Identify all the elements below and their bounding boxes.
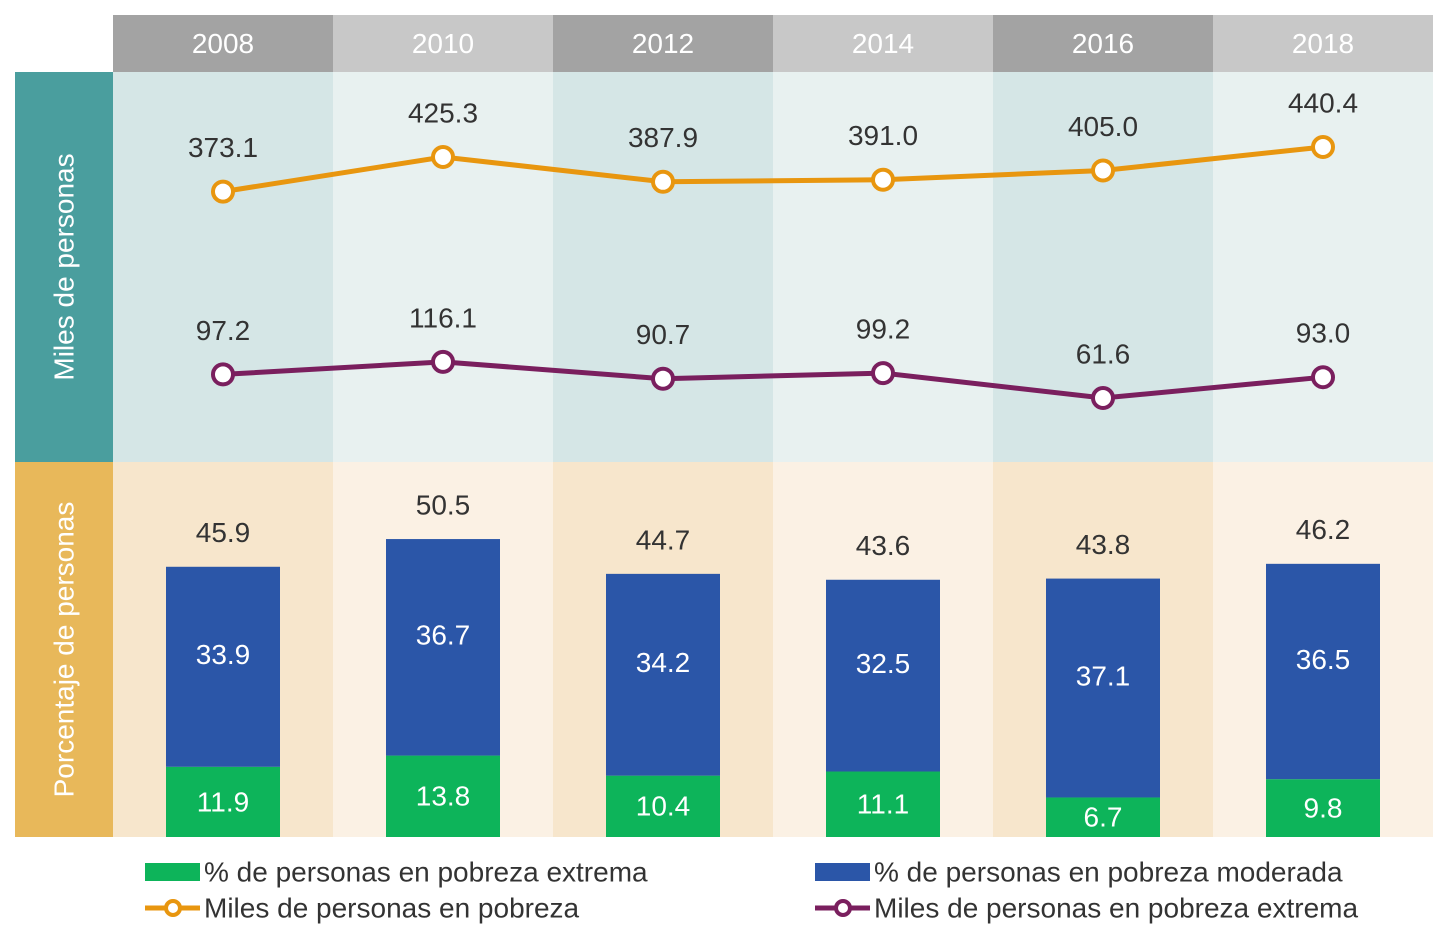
legend-swatch [164,899,182,917]
header-cell [113,15,333,72]
header-cell [553,15,773,72]
panel-band [333,72,553,462]
point [211,362,235,387]
y-axis-label: Porcentaje de personas [48,502,79,798]
x-tick-label: 2008 [192,28,254,59]
legend-label: % de personas en pobreza extrema [204,856,648,887]
panel-band [1213,72,1433,462]
header-cell [993,15,1213,72]
legend-label: % de personas en pobreza moderada [874,856,1343,887]
point [1311,135,1335,159]
data-label: 6.7 [1084,802,1123,833]
legend-label: Miles de personas en pobreza [204,892,580,923]
bar-segment [826,579,940,772]
data-label: 93.0 [1296,318,1351,349]
bar-segment [826,771,940,837]
total-label: 43.6 [856,530,911,561]
bar-segment [1266,563,1380,780]
bar-segment [386,539,500,756]
bar-segment [166,566,280,767]
total-label: 43.8 [1076,529,1131,560]
data-label: 34.2 [636,647,691,678]
x-tick-label: 2016 [1072,28,1134,59]
data-label: 97.2 [196,315,251,346]
panel-band [553,72,773,462]
header-cell [1213,15,1433,72]
x-tick-label: 2018 [1292,28,1354,59]
panel-band [113,72,333,462]
data-label: 36.5 [1296,644,1351,675]
point [651,366,675,391]
data-label: 373.1 [188,132,258,163]
x-tick-label: 2010 [412,28,474,59]
data-label: 61.6 [1076,338,1131,369]
data-label: 36.7 [416,620,471,651]
legend-label: Miles de personas en pobreza extrema [874,892,1358,923]
bar-segment [386,755,500,837]
point [1091,386,1115,410]
data-label: 37.1 [1076,660,1131,691]
point [871,167,895,192]
panel-band [773,72,993,462]
point [1091,158,1115,183]
y-axis-label: Miles de personas [48,153,79,380]
data-label: 90.7 [636,319,691,350]
data-label: 387.9 [628,122,698,153]
legend-swatch [145,863,200,881]
bar-segment [606,775,720,837]
data-label: 13.8 [416,781,471,812]
bar-segment [1266,779,1380,837]
point [211,179,235,204]
point [871,361,895,386]
data-label: 32.5 [856,648,911,679]
legend-swatch [834,899,852,917]
data-label: 33.9 [196,639,251,670]
data-label: 9.8 [1304,792,1343,823]
bar-segment [606,573,720,776]
total-label: 44.7 [636,524,691,555]
point [651,169,675,194]
bar-segment [166,766,280,837]
total-label: 46.2 [1296,514,1351,545]
point [1311,365,1335,390]
line [222,359,1324,401]
data-label: 425.3 [408,97,478,128]
legend-swatch [815,863,870,881]
bar-segment [1046,578,1160,798]
point [431,349,455,374]
total-label: 45.9 [196,517,251,548]
data-label: 116.1 [409,302,477,333]
point [431,145,455,170]
data-label: 11.1 [857,789,909,820]
axis-strip [15,72,113,462]
x-tick-label: 2012 [632,28,694,59]
axis-strip [15,462,113,837]
header-cell [333,15,553,72]
data-label: 11.9 [197,786,249,817]
data-label: 391.0 [848,120,918,151]
data-label: 440.4 [1288,87,1358,118]
total-label: 50.5 [416,489,471,520]
line [222,144,1324,195]
bar-segment [1046,797,1160,837]
x-tick-label: 2014 [852,28,914,59]
header-cell [773,15,993,72]
data-label: 10.4 [636,791,691,822]
data-label: 99.2 [856,313,911,344]
data-label: 405.0 [1068,111,1138,142]
